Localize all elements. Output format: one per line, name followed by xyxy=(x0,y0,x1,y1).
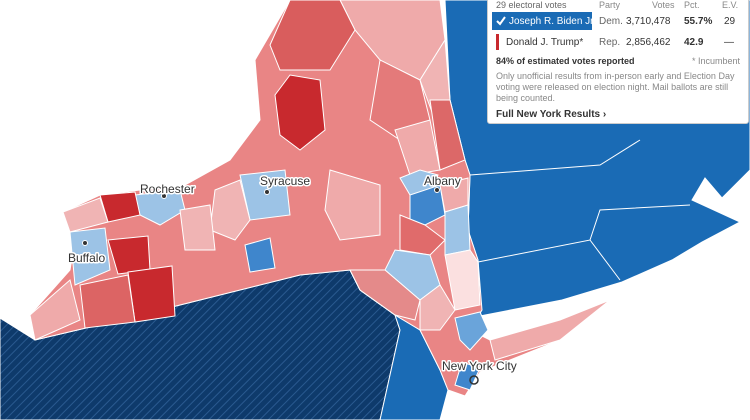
counties xyxy=(29,0,611,391)
city-dot xyxy=(161,193,167,199)
electoral-votes: 29 xyxy=(724,16,736,27)
column-header: Party xyxy=(599,0,621,10)
electoral-votes: — xyxy=(724,37,734,48)
city-dot xyxy=(264,189,270,195)
city-label: New York City xyxy=(442,359,517,373)
county xyxy=(179,204,216,251)
city-dot xyxy=(469,375,479,385)
party-bar xyxy=(496,34,499,50)
county xyxy=(394,119,441,176)
note: Only unofficial results from in-person e… xyxy=(496,71,735,103)
candidate-row: Donald J. Trump* Rep. 2,856,462 42.9 — xyxy=(492,33,744,51)
percent: 42.9 xyxy=(684,37,704,48)
reporting: 84% of estimated votes reported xyxy=(496,56,635,66)
county xyxy=(429,99,466,171)
party: Dem. xyxy=(599,16,623,27)
city-markers xyxy=(82,187,479,385)
check-icon xyxy=(496,16,506,26)
candidate-name: Donald J. Trump* xyxy=(506,37,584,48)
county xyxy=(244,237,276,273)
county xyxy=(79,274,136,329)
city-label: Albany xyxy=(424,174,461,188)
footnote: * Incumbent xyxy=(691,56,740,66)
percent: 55.7% xyxy=(684,16,713,27)
column-header: Pct. xyxy=(684,0,700,10)
border xyxy=(589,204,691,241)
candidate-row: Joseph R. Biden Jr. Dem. 3,710,478 55.7%… xyxy=(492,12,744,30)
votes: 2,856,462 xyxy=(626,37,671,48)
county xyxy=(489,299,611,361)
county xyxy=(127,265,176,323)
results-link[interactable]: Full New York Results › xyxy=(496,109,607,120)
column-header: Votes xyxy=(652,0,675,10)
votes: 3,710,478 xyxy=(626,16,671,27)
county xyxy=(269,0,356,71)
county xyxy=(444,249,481,311)
party: Rep. xyxy=(599,37,621,48)
subtitle: 29 electoral votes xyxy=(496,0,567,10)
winner-highlight xyxy=(492,12,592,30)
city-dot xyxy=(434,187,440,193)
county xyxy=(324,169,381,241)
county xyxy=(444,204,471,256)
county xyxy=(419,284,456,331)
county xyxy=(454,311,489,351)
border xyxy=(469,139,641,176)
county xyxy=(454,361,481,391)
county xyxy=(409,184,446,226)
column-header: E.V. xyxy=(722,0,739,10)
county xyxy=(29,279,81,341)
county xyxy=(62,197,109,233)
city-label: Rochester xyxy=(140,182,195,196)
county xyxy=(349,269,421,321)
city-label: Buffalo xyxy=(68,251,105,265)
county xyxy=(274,74,326,151)
county xyxy=(399,214,446,256)
city-dot xyxy=(82,240,88,246)
results-panel: 29 electoral votes Party Votes Pct. E.V.… xyxy=(487,0,749,124)
candidate-name: Joseph R. Biden Jr. xyxy=(509,16,596,27)
county xyxy=(69,227,111,286)
city-label: Syracuse xyxy=(260,174,310,188)
